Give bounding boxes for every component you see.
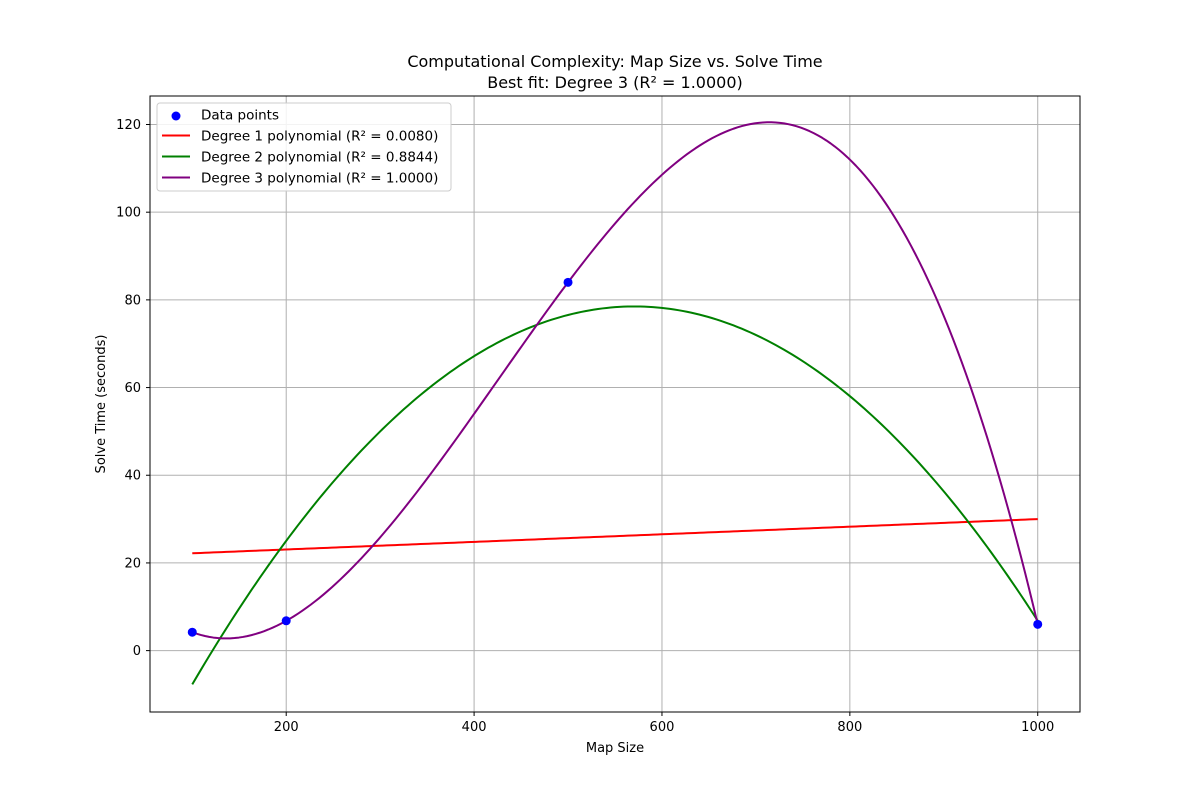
- series-line-degree-1: [192, 518, 1038, 555]
- legend-label: Degree 2 polynomial (R² = 0.8844): [201, 150, 438, 166]
- x-tick-label: 200: [274, 720, 299, 735]
- data-point: [187, 627, 197, 637]
- y-tick-label: 0: [133, 644, 141, 659]
- x-tick-label: 1000: [1021, 720, 1054, 735]
- y-tick-label: 80: [124, 293, 141, 308]
- y-axis-ticks: 0 20 40 60 80 100 120: [116, 118, 150, 659]
- legend-label: Data points: [201, 108, 279, 124]
- data-point: [563, 277, 573, 287]
- legend[interactable]: Data points Degree 1 polynomial (R² = 0.0…: [156, 102, 452, 192]
- y-tick-label: 60: [124, 381, 141, 396]
- y-tick-label: 120: [116, 118, 141, 133]
- legend-label: Degree 1 polynomial (R² = 0.0080): [201, 129, 438, 145]
- data-point: [1033, 619, 1043, 629]
- x-axis-label: Map Size: [586, 741, 644, 756]
- series-line-degree-3: [191, 121, 1039, 640]
- x-axis-ticks: 200 400 600 800 1000: [274, 712, 1054, 735]
- series-line-degree-2: [191, 305, 1039, 685]
- legend-label: Degree 3 polynomial (R² = 1.0000): [201, 171, 438, 187]
- grid: [150, 96, 1080, 712]
- y-axis-label: Solve Time (seconds): [94, 335, 109, 474]
- legend-marker-points: [171, 111, 181, 121]
- data-points: [187, 277, 1043, 637]
- x-tick-label: 800: [837, 720, 862, 735]
- legend-box: [156, 102, 452, 192]
- y-tick-label: 20: [124, 556, 141, 571]
- x-tick-label: 600: [650, 720, 675, 735]
- x-tick-label: 400: [462, 720, 487, 735]
- plot-area-frame: [149, 95, 1081, 713]
- y-tick-label: 100: [116, 206, 141, 221]
- chart-subtitle: Best fit: Degree 3 (R² = 1.0000): [487, 73, 743, 92]
- chart-title: Computational Complexity: Map Size vs. S…: [407, 52, 822, 71]
- y-tick-label: 40: [124, 469, 141, 484]
- series-layer: [191, 121, 1039, 685]
- data-point: [281, 616, 291, 626]
